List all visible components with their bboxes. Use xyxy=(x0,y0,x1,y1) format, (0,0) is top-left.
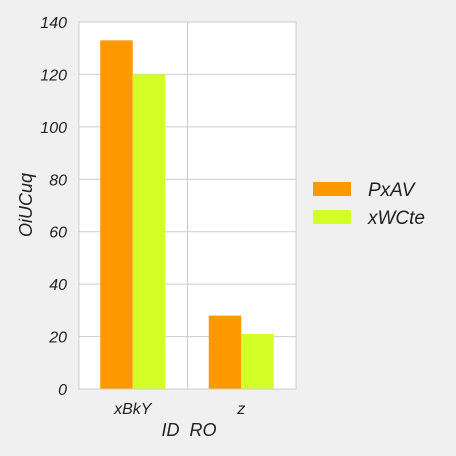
y-tick-label: 0 xyxy=(58,382,67,399)
x-tick-label: xBkY xyxy=(113,401,153,418)
y-tick-labels: 0 20 40 60 80 100 120 140 xyxy=(40,15,67,399)
legend-label: xWCte xyxy=(367,208,425,229)
y-tick-label: 40 xyxy=(49,277,67,294)
y-tick-label: 20 xyxy=(48,330,67,347)
x-tick-labels: xBkY z xyxy=(113,401,245,418)
x-tick-label: z xyxy=(236,401,245,418)
legend-swatch xyxy=(313,210,351,224)
y-tick-label: 60 xyxy=(49,225,67,242)
y-axis-title: OiUCuq xyxy=(16,173,36,237)
y-tick-label: 100 xyxy=(40,120,67,137)
y-tick-label: 80 xyxy=(49,172,67,189)
bars xyxy=(100,40,274,389)
legend-swatch xyxy=(313,182,351,196)
legend-label: PxAV xyxy=(368,180,417,201)
y-tick-label: 140 xyxy=(40,15,67,32)
legend: PxAV xWCte xyxy=(313,180,425,229)
bar-xWCte-xBkY xyxy=(132,74,166,389)
plot-frame xyxy=(78,21,297,390)
x-axis-title: ID RO xyxy=(161,420,216,440)
bar-PxAV-z xyxy=(208,315,242,389)
bar-xWCte-z xyxy=(241,333,274,389)
bar-PxAV-xBkY xyxy=(100,40,133,389)
y-tick-label: 120 xyxy=(40,67,67,84)
